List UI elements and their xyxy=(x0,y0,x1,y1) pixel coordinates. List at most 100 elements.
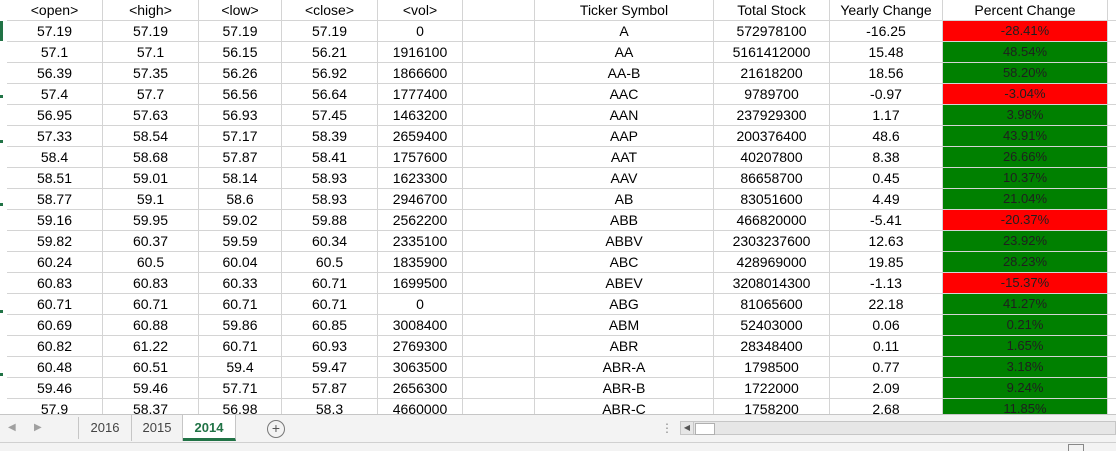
cell-high[interactable]: 60.37 xyxy=(103,231,199,252)
cell-ticker[interactable]: AA-B xyxy=(535,63,714,84)
cell-open[interactable]: 57.9 xyxy=(7,399,103,414)
cell-empty[interactable] xyxy=(463,399,535,414)
cell-total-stock[interactable]: 28348400 xyxy=(714,336,830,357)
cell-percent-change[interactable]: -3.04% xyxy=(943,84,1108,105)
cell-empty[interactable] xyxy=(1108,84,1116,105)
cell-close[interactable]: 59.47 xyxy=(282,357,378,378)
cell-total-stock[interactable]: 2303237600 xyxy=(714,231,830,252)
cell-total-stock[interactable]: 40207800 xyxy=(714,147,830,168)
cell-empty[interactable] xyxy=(463,336,535,357)
cell-high[interactable]: 60.51 xyxy=(103,357,199,378)
cell-ticker[interactable]: A xyxy=(535,21,714,42)
cell-low[interactable]: 58.14 xyxy=(199,168,282,189)
sheet-tab-2015[interactable]: 2015 xyxy=(132,415,183,441)
cell-close[interactable]: 60.34 xyxy=(282,231,378,252)
column-header[interactable]: Ticker Symbol xyxy=(535,0,714,21)
cell-total-stock[interactable]: 237929300 xyxy=(714,105,830,126)
cell-open[interactable]: 58.51 xyxy=(7,168,103,189)
cell-close[interactable]: 60.5 xyxy=(282,252,378,273)
column-header[interactable]: <close> xyxy=(282,0,378,21)
cell-vol[interactable]: 1757600 xyxy=(378,147,463,168)
cell-ticker[interactable]: AA xyxy=(535,42,714,63)
cell-yearly-change[interactable]: -0.97 xyxy=(830,84,943,105)
cell-ticker[interactable]: ABC xyxy=(535,252,714,273)
cell-percent-change[interactable]: -15.37% xyxy=(943,273,1108,294)
cell-percent-change[interactable]: 3.18% xyxy=(943,357,1108,378)
cell-empty[interactable] xyxy=(463,21,535,42)
cell-vol[interactable]: 1835900 xyxy=(378,252,463,273)
spreadsheet-grid[interactable]: <open> <high> <low> <close> <vol> Ticker Symb… xyxy=(0,0,1116,414)
cell-high[interactable]: 58.37 xyxy=(103,399,199,414)
cell-high[interactable]: 58.68 xyxy=(103,147,199,168)
cell-empty[interactable] xyxy=(463,147,535,168)
cell-empty[interactable] xyxy=(1108,210,1116,231)
sheet-tab-2016[interactable]: 2016 xyxy=(79,415,132,441)
cell-percent-change[interactable]: 0.21% xyxy=(943,315,1108,336)
cell-total-stock[interactable]: 466820000 xyxy=(714,210,830,231)
cell-low[interactable]: 56.56 xyxy=(199,84,282,105)
cell-yearly-change[interactable]: 2.09 xyxy=(830,378,943,399)
cell-yearly-change[interactable]: 8.38 xyxy=(830,147,943,168)
cell-percent-change[interactable]: 10.37% xyxy=(943,168,1108,189)
cell-open[interactable]: 60.24 xyxy=(7,252,103,273)
cell-low[interactable]: 60.71 xyxy=(199,294,282,315)
cell-low[interactable]: 59.86 xyxy=(199,315,282,336)
cell-open[interactable]: 59.16 xyxy=(7,210,103,231)
cell-percent-change[interactable]: -28.41% xyxy=(943,21,1108,42)
cell-close[interactable]: 58.3 xyxy=(282,399,378,414)
cell-vol[interactable]: 2562200 xyxy=(378,210,463,231)
cell-open[interactable]: 59.82 xyxy=(7,231,103,252)
cell-empty[interactable] xyxy=(1108,231,1116,252)
cell-empty[interactable] xyxy=(1108,42,1116,63)
column-header[interactable]: <low> xyxy=(199,0,282,21)
cell-total-stock[interactable]: 1722000 xyxy=(714,378,830,399)
cell-empty[interactable] xyxy=(463,252,535,273)
cell-yearly-change[interactable]: 22.18 xyxy=(830,294,943,315)
cell-empty[interactable] xyxy=(1108,189,1116,210)
cell-vol[interactable]: 1916100 xyxy=(378,42,463,63)
cell-vol[interactable]: 1866600 xyxy=(378,63,463,84)
cell-open[interactable]: 57.4 xyxy=(7,84,103,105)
cell-high[interactable]: 57.35 xyxy=(103,63,199,84)
cell-ticker[interactable]: ABR-C xyxy=(535,399,714,414)
cell-close[interactable]: 57.19 xyxy=(282,21,378,42)
column-header[interactable] xyxy=(463,0,535,21)
column-header[interactable]: Total Stock xyxy=(714,0,830,21)
cell-total-stock[interactable]: 3208014300 xyxy=(714,273,830,294)
cell-close[interactable]: 60.71 xyxy=(282,294,378,315)
cell-close[interactable]: 56.92 xyxy=(282,63,378,84)
cell-open[interactable]: 60.83 xyxy=(7,273,103,294)
cell-ticker[interactable]: AAP xyxy=(535,126,714,147)
cell-low[interactable]: 57.17 xyxy=(199,126,282,147)
cell-total-stock[interactable]: 83051600 xyxy=(714,189,830,210)
cell-close[interactable]: 57.87 xyxy=(282,378,378,399)
cell-ticker[interactable]: ABG xyxy=(535,294,714,315)
cell-empty[interactable] xyxy=(1108,105,1116,126)
cell-low[interactable]: 56.93 xyxy=(199,105,282,126)
horizontal-scrollbar[interactable]: ◀ xyxy=(680,421,1116,435)
cell-vol[interactable]: 2946700 xyxy=(378,189,463,210)
cell-high[interactable]: 59.01 xyxy=(103,168,199,189)
cell-empty[interactable] xyxy=(463,294,535,315)
cell-percent-change[interactable]: 41.27% xyxy=(943,294,1108,315)
cell-empty[interactable] xyxy=(1108,252,1116,273)
cell-vol[interactable]: 3063500 xyxy=(378,357,463,378)
cell-total-stock[interactable]: 1758200 xyxy=(714,399,830,414)
cell-open[interactable]: 57.1 xyxy=(7,42,103,63)
cell-open[interactable]: 60.48 xyxy=(7,357,103,378)
cell-total-stock[interactable]: 200376400 xyxy=(714,126,830,147)
cell-empty[interactable] xyxy=(463,63,535,84)
cell-open[interactable]: 60.71 xyxy=(7,294,103,315)
cell-open[interactable]: 60.82 xyxy=(7,336,103,357)
cell-open[interactable]: 59.46 xyxy=(7,378,103,399)
cell-empty[interactable] xyxy=(463,378,535,399)
cell-ticker[interactable]: AAN xyxy=(535,105,714,126)
cell-close[interactable]: 56.21 xyxy=(282,42,378,63)
cell-vol[interactable]: 4660000 xyxy=(378,399,463,414)
cell-ticker[interactable]: ABBV xyxy=(535,231,714,252)
cell-total-stock[interactable]: 86658700 xyxy=(714,168,830,189)
cell-empty[interactable] xyxy=(463,168,535,189)
cell-ticker[interactable]: ABEV xyxy=(535,273,714,294)
cell-close[interactable]: 60.85 xyxy=(282,315,378,336)
column-header[interactable]: Percent Change xyxy=(943,0,1108,21)
